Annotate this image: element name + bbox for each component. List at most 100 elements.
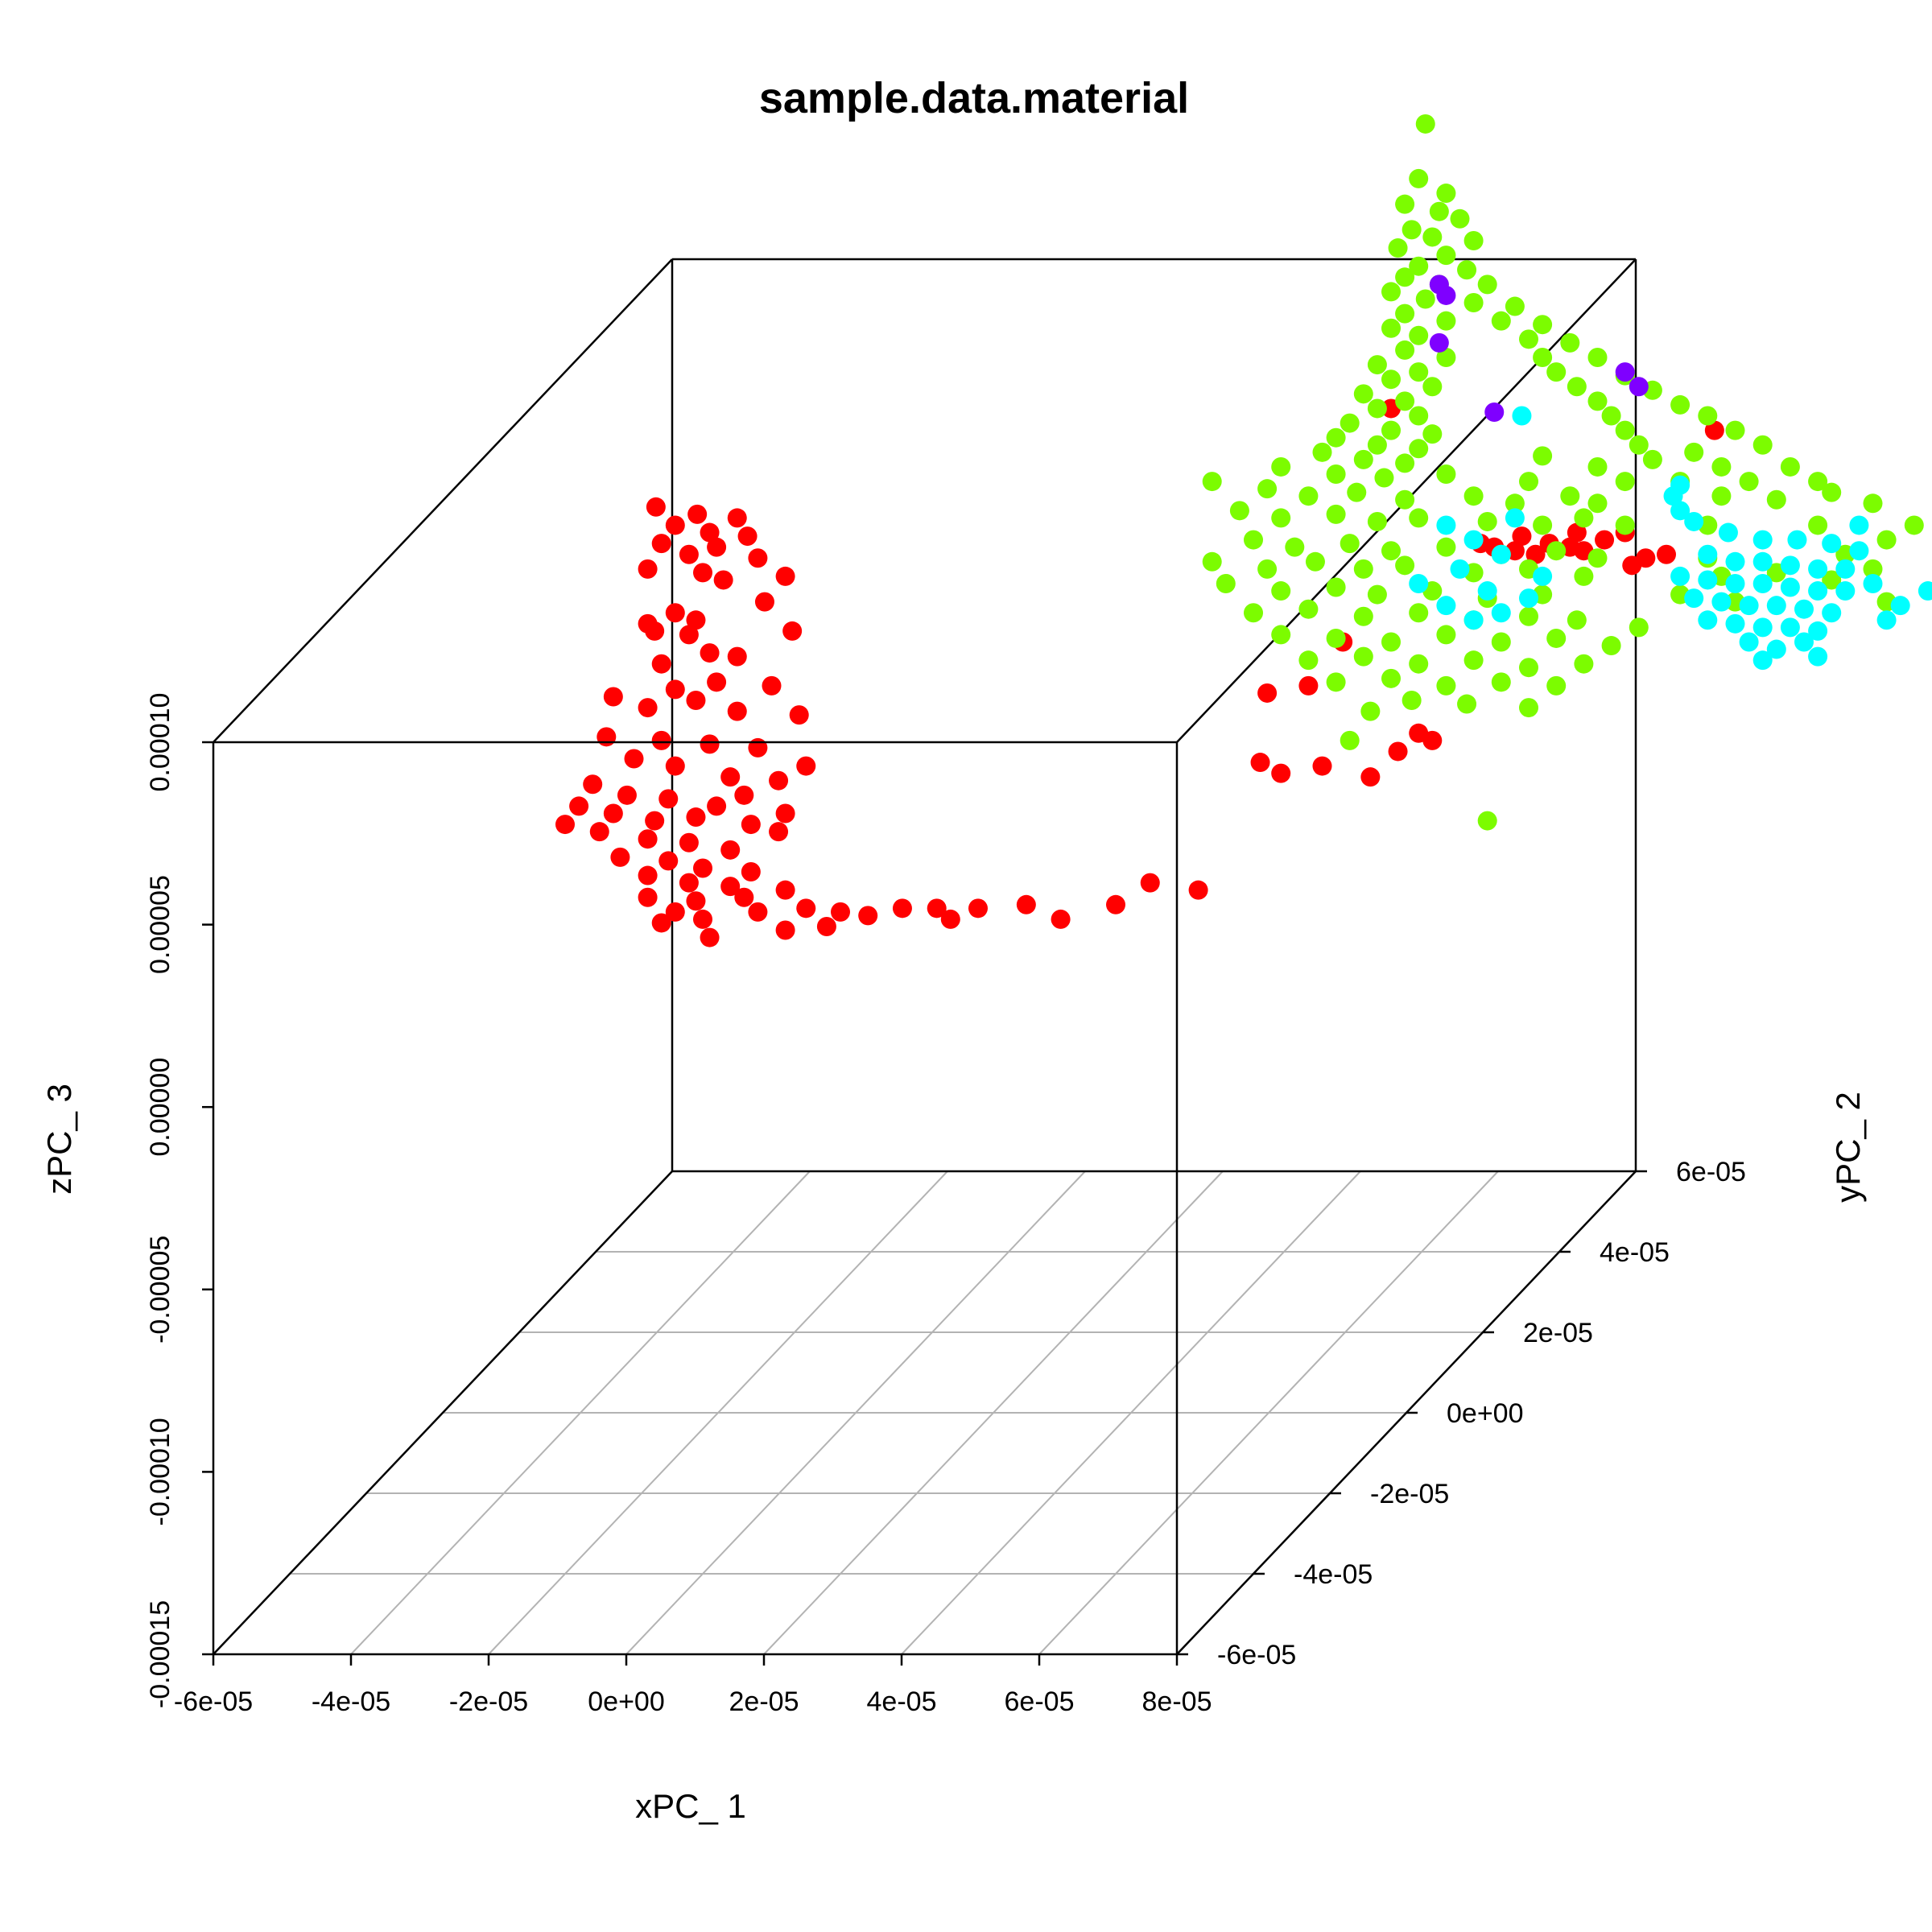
data-point <box>686 610 706 630</box>
data-point <box>1752 650 1773 671</box>
data-point <box>1876 610 1897 630</box>
data-point <box>610 847 630 867</box>
data-point <box>603 803 623 824</box>
data-point <box>1250 753 1270 773</box>
data-point <box>1505 296 1525 316</box>
data-point <box>679 873 699 893</box>
data-point <box>1890 596 1910 616</box>
data-point <box>1512 406 1532 426</box>
data-point <box>1698 544 1718 564</box>
data-point <box>686 891 706 911</box>
data-point <box>1216 573 1236 593</box>
data-point <box>693 563 712 583</box>
data-point <box>1780 456 1800 477</box>
x-tick-label: -4e-05 <box>312 1686 390 1717</box>
data-point <box>1429 332 1449 353</box>
data-point <box>1463 650 1484 671</box>
data-point <box>686 807 706 828</box>
data-point <box>665 756 685 776</box>
data-point <box>1787 530 1807 550</box>
data-point <box>589 822 609 842</box>
data-point <box>1491 672 1511 692</box>
data-point <box>1752 551 1773 572</box>
data-point <box>1395 453 1415 473</box>
y-tick-label: 0e+00 <box>1447 1398 1524 1429</box>
data-point <box>651 534 671 554</box>
data-point <box>1519 329 1538 349</box>
data-point <box>1587 456 1608 477</box>
z-tick-label: -0.00005 <box>145 1236 175 1344</box>
data-point <box>1285 537 1305 557</box>
data-point <box>1051 909 1071 929</box>
data-point <box>1271 456 1291 477</box>
data-point <box>1326 577 1346 597</box>
data-point <box>1512 526 1532 547</box>
data-point <box>1367 435 1387 455</box>
data-point <box>741 815 761 835</box>
data-point <box>1601 636 1621 656</box>
data-point <box>1636 548 1656 568</box>
data-point <box>1546 628 1567 648</box>
data-point <box>748 902 768 922</box>
data-point <box>1402 220 1422 240</box>
box-edge <box>213 258 673 743</box>
data-point <box>1546 541 1567 561</box>
data-point <box>1367 584 1387 605</box>
data-point <box>1312 442 1332 462</box>
data-point <box>1436 348 1456 367</box>
data-point <box>1450 208 1470 229</box>
data-point <box>1808 581 1828 601</box>
data-point <box>796 898 816 919</box>
data-point <box>1271 508 1291 528</box>
data-point <box>1484 402 1505 422</box>
data-point <box>638 698 658 718</box>
data-point <box>1381 668 1401 688</box>
data-point <box>1533 348 1553 367</box>
data-point <box>1595 530 1615 550</box>
data-point <box>1822 570 1842 590</box>
z-tick-label: 0.00005 <box>145 875 175 974</box>
data-point <box>1904 515 1924 535</box>
data-point <box>1381 632 1401 652</box>
data-point <box>1477 511 1497 531</box>
data-point <box>1533 566 1553 586</box>
data-point <box>1574 654 1594 674</box>
data-point <box>1525 544 1546 564</box>
z-tick-label: 0.00000 <box>145 1058 175 1157</box>
data-point <box>638 559 658 579</box>
data-point <box>1367 511 1387 531</box>
z-tick-label: 0.00010 <box>145 693 175 792</box>
data-point <box>1615 420 1635 440</box>
data-point <box>1381 541 1401 561</box>
data-point <box>1381 282 1401 302</box>
data-point <box>1574 566 1594 586</box>
data-point <box>707 796 727 816</box>
data-point <box>651 913 671 933</box>
data-point <box>1395 489 1415 510</box>
data-point <box>734 887 754 907</box>
data-point <box>1244 530 1263 550</box>
data-point <box>1409 508 1429 528</box>
data-point <box>665 515 685 535</box>
data-point <box>1822 534 1842 554</box>
y-tick-label: 2e-05 <box>1523 1318 1593 1348</box>
z-tick-label: -0.00010 <box>145 1418 175 1525</box>
data-point <box>1533 515 1553 535</box>
data-point <box>1505 508 1525 528</box>
data-point <box>1298 599 1319 619</box>
data-point <box>1463 610 1484 630</box>
data-point <box>700 734 720 754</box>
data-point <box>1202 472 1222 492</box>
data-point <box>687 504 708 524</box>
data-point <box>1374 468 1394 488</box>
data-point <box>1271 763 1291 783</box>
data-point <box>569 796 589 816</box>
data-point <box>1409 362 1429 382</box>
data-point <box>1326 427 1346 448</box>
data-point <box>1347 482 1367 502</box>
data-point <box>1863 573 1883 593</box>
data-point <box>1395 267 1415 287</box>
data-point <box>1140 873 1160 893</box>
data-point <box>1415 289 1435 309</box>
